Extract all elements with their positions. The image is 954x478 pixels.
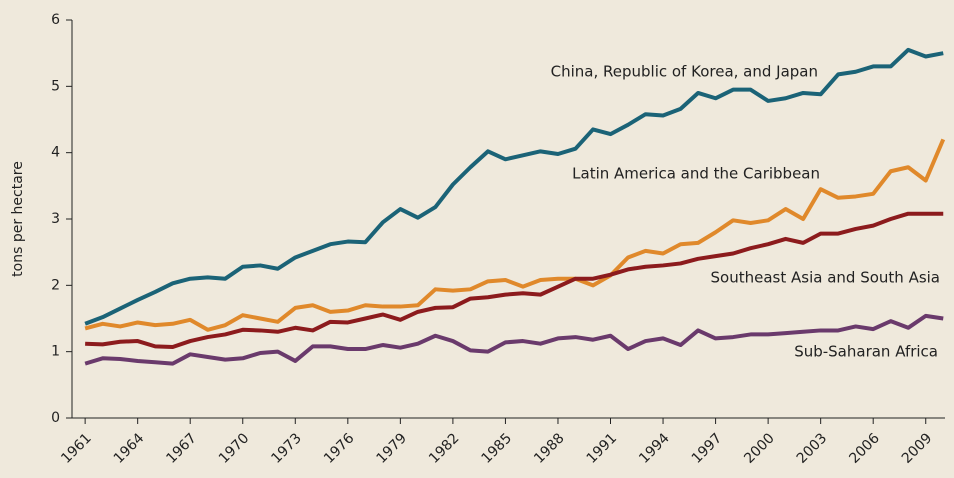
series-label: Southeast Asia and South Asia [711, 269, 940, 287]
x-tick-label: 1982 [426, 430, 463, 467]
y-tick-label: 2 [51, 277, 60, 293]
y-tick-label: 5 [51, 78, 60, 94]
y-tick-label: 3 [51, 211, 60, 227]
x-tick-label: 1988 [531, 430, 568, 467]
x-tick-label: 2009 [899, 430, 936, 467]
x-tick-label: 1994 [636, 430, 673, 467]
x-tick-label: 2000 [741, 430, 778, 467]
series-label: China, Republic of Korea, and Japan [551, 63, 818, 81]
x-tick-label: 1970 [216, 430, 253, 467]
y-axis-label: tons per hectare [10, 161, 26, 277]
x-tick-label: 2003 [794, 430, 831, 467]
x-tick-label: 1973 [268, 430, 305, 467]
x-tick-label: 2006 [846, 430, 883, 467]
x-tick-label: 1964 [111, 430, 148, 467]
y-tick-label: 0 [51, 410, 60, 426]
series-label: Latin America and the Caribbean [572, 165, 820, 183]
x-tick-label: 1961 [58, 430, 95, 467]
series-line [85, 211, 944, 350]
x-tick-label: 1967 [163, 430, 200, 467]
y-tick-label: 4 [51, 145, 60, 161]
y-tick-label: 6 [51, 12, 60, 28]
y-tick-label: 1 [51, 344, 60, 360]
x-tick-label: 1985 [479, 430, 516, 467]
series-line [84, 313, 944, 366]
series-line [84, 138, 946, 332]
x-tick-label: 1991 [584, 430, 621, 467]
series-line [84, 47, 944, 326]
x-tick-label: 1976 [321, 430, 358, 467]
x-tick-label: 1997 [689, 430, 726, 467]
series-label: Sub-Saharan Africa [794, 343, 938, 361]
x-tick-label: 1979 [374, 430, 411, 467]
